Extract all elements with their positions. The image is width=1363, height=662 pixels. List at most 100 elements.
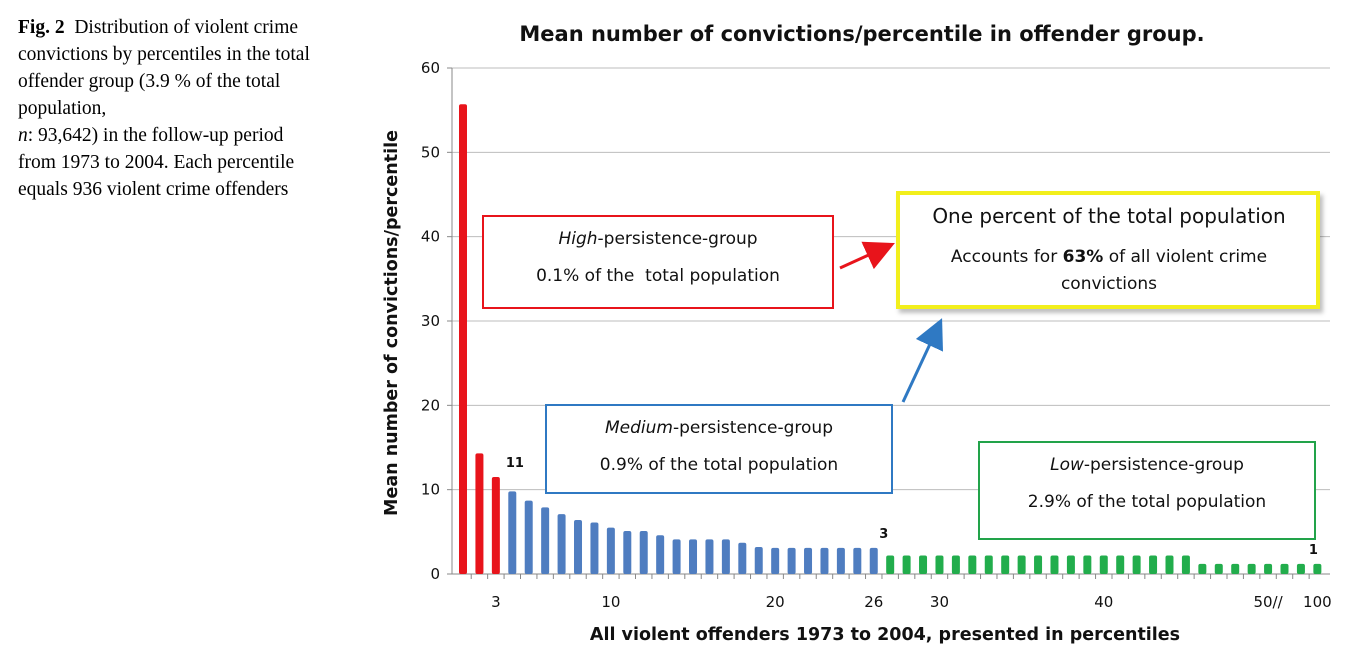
x-tick-label: 100	[1303, 593, 1332, 611]
bar	[902, 555, 911, 574]
bar	[574, 520, 583, 574]
bar	[623, 530, 632, 574]
x-tick-label: 40	[1094, 593, 1113, 611]
bar	[951, 555, 960, 574]
bar	[1083, 555, 1092, 574]
bar	[491, 477, 500, 574]
bar	[541, 507, 550, 574]
one-percent-line1-bold: 63%	[1063, 247, 1104, 267]
x-axis-ticks: 3 10 20 26 30 40 50// 100	[470, 574, 1332, 611]
y-tick-label: 0	[430, 565, 440, 583]
y-tick-label: 50	[421, 143, 440, 161]
bar	[754, 547, 763, 574]
medium-box-title-italic: Medium	[605, 418, 673, 438]
figure-caption: Fig. 2 Distribution of violent crime con…	[18, 14, 323, 203]
bar	[1313, 563, 1322, 574]
high-box-title-italic: High	[558, 229, 597, 249]
data-labels: 11 3 1	[506, 456, 1318, 558]
high-persistence-box: High-persistence-group 0.1% of the total…	[482, 215, 834, 309]
figure-label: Fig. 2	[18, 17, 65, 38]
x-axis-label: All violent offenders 1973 to 2004, pres…	[590, 625, 1180, 645]
x-tick-label: 20	[766, 593, 785, 611]
low-box-title: Low-persistence-group	[1050, 455, 1244, 475]
bar	[1066, 555, 1075, 574]
high-box-title-rest: -persistence-group	[598, 229, 758, 249]
bar	[590, 522, 599, 574]
bar	[689, 539, 698, 574]
bar	[459, 104, 467, 574]
bar	[968, 555, 977, 574]
bar	[984, 555, 993, 574]
bar	[1198, 563, 1207, 574]
x-tick-label: 26	[864, 593, 883, 611]
caption-text-2: : 93,642) in the follow-up period from 1…	[18, 125, 295, 200]
bar	[804, 547, 813, 574]
bar	[1132, 555, 1141, 574]
bar	[771, 547, 780, 574]
bar	[787, 547, 796, 574]
bar	[1280, 563, 1289, 574]
y-tick-label: 20	[421, 396, 440, 414]
bar	[1099, 555, 1108, 574]
one-percent-box: One percent of the total population Acco…	[896, 191, 1320, 309]
bar	[524, 500, 533, 574]
low-persistence-box: Low-persistence-group 2.9% of the total …	[978, 441, 1316, 540]
high-box-text: 0.1% of the total population	[536, 266, 780, 286]
bar	[1247, 563, 1256, 574]
bar	[935, 555, 944, 574]
x-tick-label: 30	[930, 593, 949, 611]
bars	[459, 104, 1322, 574]
bar	[738, 542, 747, 574]
medium-box-title: Medium-persistence-group	[605, 418, 833, 438]
bar	[721, 539, 730, 574]
bar	[1165, 555, 1174, 574]
y-tick-label: 10	[421, 481, 440, 499]
bar	[836, 547, 845, 574]
one-percent-line1-after: of all violent crime	[1103, 247, 1267, 267]
bar	[1231, 563, 1240, 574]
one-percent-box-title: One percent of the total population	[932, 204, 1285, 228]
bar	[919, 555, 928, 574]
y-axis-label: Mean number of convictions/percentile	[382, 130, 402, 516]
bar	[886, 555, 895, 574]
y-tick-label: 30	[421, 312, 440, 330]
bar	[1017, 555, 1026, 574]
bar	[1214, 563, 1223, 574]
bar	[639, 530, 648, 574]
bar	[1181, 555, 1190, 574]
caption-text-1: Distribution of violent crime conviction…	[18, 17, 310, 119]
data-label: 1	[1309, 543, 1318, 558]
bar	[853, 547, 862, 574]
low-box-text: 2.9% of the total population	[1028, 492, 1266, 512]
medium-box-text: 0.9% of the total population	[600, 455, 838, 475]
bar	[475, 453, 484, 574]
bar	[557, 514, 566, 574]
bar	[672, 539, 681, 574]
bar	[1050, 555, 1059, 574]
x-tick-label: 50//	[1253, 593, 1283, 611]
medium-box-border	[545, 404, 893, 494]
high-box-title: High-persistence-group	[558, 229, 757, 249]
bar	[1034, 555, 1043, 574]
bar	[1149, 555, 1158, 574]
bar	[1116, 555, 1125, 574]
bar	[705, 539, 714, 574]
red-arrow-icon	[839, 241, 895, 270]
medium-box-title-rest: -persistence-group	[673, 418, 833, 438]
x-tick-label: 10	[601, 593, 620, 611]
data-label: 11	[506, 456, 524, 471]
blue-arrow-icon	[901, 318, 943, 403]
x-tick-label: 3	[491, 593, 501, 611]
y-tick-label: 60	[421, 59, 440, 77]
one-percent-box-line1: Accounts for 63% of all violent crime	[951, 247, 1267, 267]
low-box-border	[978, 441, 1316, 540]
y-axis-ticks: 0 10 20 30 40 50 60	[421, 59, 452, 583]
chart-title: Mean number of convictions/percentile in…	[519, 22, 1204, 46]
medium-persistence-box: Medium-persistence-group 0.9% of the tot…	[545, 404, 893, 494]
caption-n: n	[18, 125, 28, 146]
low-box-title-rest: -persistence-group	[1084, 455, 1244, 475]
bar	[1264, 563, 1273, 574]
bar	[656, 535, 665, 574]
bar	[606, 527, 615, 574]
